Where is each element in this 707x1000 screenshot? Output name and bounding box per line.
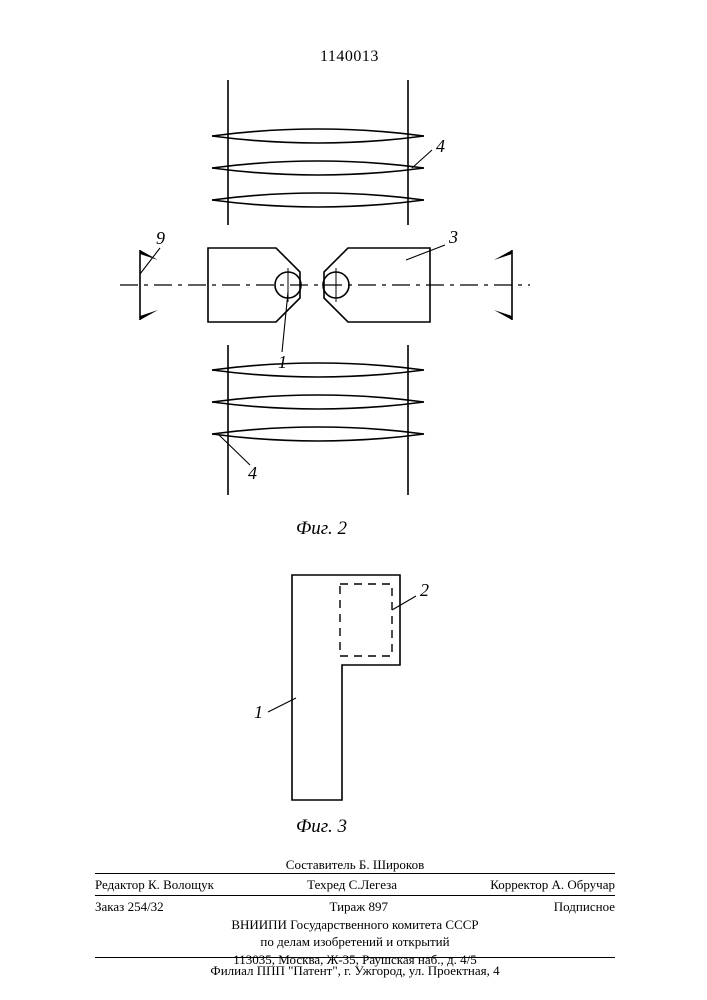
rule-2 — [95, 895, 615, 896]
svg-text:1: 1 — [254, 702, 263, 722]
compiler-label: Составитель — [286, 857, 356, 872]
techred-name: С.Легеза — [349, 877, 397, 892]
techred-label: Техред — [307, 877, 345, 892]
compiler-name: Б. Широков — [359, 857, 424, 872]
figure-2: 1 3 4 4 9 — [0, 0, 707, 540]
subscribe: Подписное — [554, 898, 615, 916]
branch-line: Филиал ППП "Патент", г. Ужгород, ул. Про… — [95, 962, 615, 980]
svg-text:3: 3 — [448, 227, 458, 247]
circulation-value: 897 — [369, 899, 389, 914]
editorial-line: Редактор К. Волощук Техред С.Легеза Корр… — [95, 876, 615, 894]
svg-text:1: 1 — [278, 352, 287, 372]
rule-3 — [95, 957, 615, 958]
svg-text:2: 2 — [420, 580, 429, 600]
order-value: 254/32 — [128, 899, 164, 914]
svg-text:4: 4 — [248, 463, 257, 483]
figure-2-caption: Фиг. 2 — [296, 518, 347, 540]
org-line-2: по делам изобретений и открытий — [95, 933, 615, 951]
rule-1 — [95, 873, 615, 874]
figure-3: 12 — [0, 555, 707, 855]
circulation-label: Тираж — [329, 899, 365, 914]
order-label: Заказ — [95, 899, 124, 914]
editor-name: К. Волощук — [148, 877, 214, 892]
credits-block: Составитель Б. Широков — [95, 856, 615, 874]
figure-3-caption: Фиг. 3 — [296, 816, 347, 838]
editor-label: Редактор — [95, 877, 145, 892]
svg-text:4: 4 — [436, 136, 445, 156]
svg-text:9: 9 — [156, 228, 165, 248]
corrector-label: Корректор — [490, 877, 548, 892]
corrector-name: А. Обручар — [551, 877, 615, 892]
org-line-1: ВНИИПИ Государственного комитета СССР — [95, 916, 615, 934]
